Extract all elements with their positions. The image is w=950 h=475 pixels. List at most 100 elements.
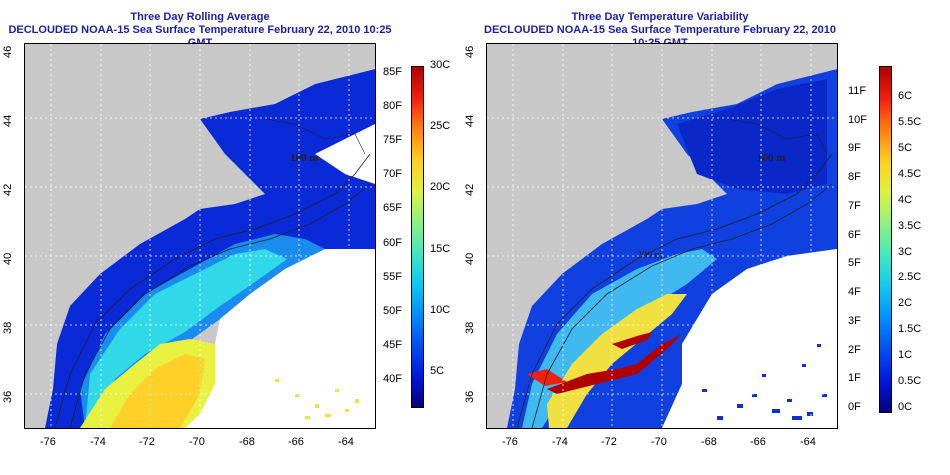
right-c-label: 5C bbox=[898, 141, 913, 154]
left-c-label: 30C bbox=[430, 59, 451, 71]
graticule bbox=[487, 44, 837, 428]
right-panel: Three Day Temperature Variability DECLOU… bbox=[464, 0, 950, 475]
lon-label--66: -66 bbox=[750, 436, 766, 448]
lon-label--66: -66 bbox=[288, 436, 304, 448]
no-data-region bbox=[662, 249, 837, 428]
variability-extreme-feature bbox=[547, 334, 682, 394]
ocean-mid-region bbox=[80, 234, 325, 428]
lon-label--64: -64 bbox=[338, 436, 354, 448]
lon-label--68: -68 bbox=[239, 436, 255, 448]
temperature-colorbar bbox=[411, 66, 424, 408]
variability-shelf bbox=[522, 249, 717, 428]
right-f-label: 10F bbox=[848, 113, 867, 126]
right-c-label: 2C bbox=[898, 297, 913, 310]
right-f-label: 3F bbox=[848, 314, 861, 327]
scattered-pixels bbox=[702, 344, 827, 420]
sst-average-map: 100 m bbox=[24, 43, 376, 429]
lon-label--70: -70 bbox=[651, 436, 667, 448]
right-f-label: 9F bbox=[848, 142, 861, 155]
lat-label-38: 38 bbox=[464, 321, 476, 334]
left-f-label: 65F bbox=[383, 202, 402, 215]
left-c-label: 10C bbox=[430, 303, 451, 316]
left-c-label: 25C bbox=[430, 120, 451, 133]
left-f-label: 75F bbox=[383, 134, 402, 147]
right-f-label: 7F bbox=[848, 199, 861, 212]
left-f-label: 40F bbox=[383, 373, 402, 385]
right-c-label: 0C bbox=[898, 401, 913, 413]
right-c-label: 3.5C bbox=[898, 219, 922, 232]
lat-label-46: 46 bbox=[2, 45, 14, 58]
ocean-shelf-edge bbox=[85, 249, 287, 428]
right-c-label: 2.5C bbox=[898, 271, 922, 284]
left-f-label: 45F bbox=[383, 338, 402, 351]
right-c-label: 4C bbox=[898, 193, 913, 206]
contour-200m bbox=[69, 183, 371, 428]
lat-label-40: 40 bbox=[464, 252, 476, 265]
lat-label-40: 40 bbox=[2, 252, 14, 265]
right-c-label: 3C bbox=[898, 245, 913, 258]
lon-label--74: -74 bbox=[90, 436, 106, 448]
left-f-label: 50F bbox=[383, 304, 402, 317]
lon-label--72: -72 bbox=[601, 436, 617, 448]
right-f-label: 4F bbox=[848, 286, 861, 299]
left-c-label: 20C bbox=[430, 181, 451, 194]
variability-extreme-core bbox=[612, 332, 652, 349]
lon-label--64: -64 bbox=[800, 436, 816, 448]
land-coast-us bbox=[487, 44, 687, 428]
right-c-label: 0.5C bbox=[898, 375, 922, 388]
right-f-label: 0F bbox=[848, 401, 861, 413]
right-title-line1: Three Day Temperature Variability bbox=[571, 11, 749, 23]
left-panel: Three Day Rolling Average DECLOUDED NOAA… bbox=[0, 0, 470, 475]
right-c-label: 5.5C bbox=[898, 115, 922, 128]
left-f-label: 55F bbox=[383, 270, 402, 283]
lat-label-42: 42 bbox=[2, 183, 14, 196]
lat-label-38: 38 bbox=[2, 321, 14, 334]
contour-label-100m: 100 m bbox=[290, 152, 318, 164]
lon-label--76: -76 bbox=[40, 436, 56, 448]
lon-label--68: -68 bbox=[701, 436, 717, 448]
right-f-label: 8F bbox=[848, 171, 861, 184]
sst-variability-map: 100 m 200 m bbox=[486, 43, 838, 429]
lat-label-44: 44 bbox=[2, 114, 14, 127]
land-cape-cod bbox=[635, 189, 672, 212]
right-f-label: 11F bbox=[848, 85, 867, 97]
left-c-label: 15C bbox=[430, 242, 451, 255]
graticule bbox=[25, 44, 375, 428]
land-cape-cod bbox=[173, 189, 210, 212]
right-f-label: 1F bbox=[848, 372, 861, 385]
lon-label--76: -76 bbox=[502, 436, 518, 448]
right-c-label: 6C bbox=[898, 90, 913, 102]
land-coast-us bbox=[25, 44, 225, 428]
land-nova-scotia bbox=[747, 44, 837, 94]
left-f-label: 80F bbox=[383, 100, 402, 113]
lat-label-44: 44 bbox=[464, 114, 476, 127]
left-c-label: 5C bbox=[430, 365, 445, 377]
lat-label-36: 36 bbox=[464, 390, 476, 403]
right-f-label: 5F bbox=[848, 257, 861, 270]
variability-colorbar bbox=[879, 66, 892, 413]
contour-gom bbox=[264, 118, 366, 155]
variability-low-north bbox=[677, 79, 827, 194]
right-c-label: 4.5C bbox=[898, 167, 922, 180]
lat-label-36: 36 bbox=[2, 390, 14, 403]
variability-mid-red bbox=[527, 369, 567, 386]
right-f-label: 6F bbox=[848, 228, 861, 241]
contour-label-100m: 100 m bbox=[757, 152, 785, 164]
land-nova-scotia bbox=[285, 44, 375, 94]
scattered-pixels bbox=[275, 379, 359, 419]
contour-gom bbox=[726, 118, 828, 155]
lon-label--72: -72 bbox=[139, 436, 155, 448]
left-title-line1: Three Day Rolling Average bbox=[130, 11, 270, 23]
left-f-label: 60F bbox=[383, 236, 402, 249]
variability-high-band bbox=[547, 294, 687, 428]
no-data-region-north bbox=[315, 124, 375, 184]
gulfstream-core bbox=[110, 354, 205, 428]
right-c-label: 1.5C bbox=[898, 323, 922, 336]
left-f-label: 70F bbox=[383, 168, 402, 181]
right-f-label: 2F bbox=[848, 343, 861, 356]
lat-label-42: 42 bbox=[464, 183, 476, 196]
no-data-region bbox=[185, 249, 375, 428]
lon-label--74: -74 bbox=[552, 436, 568, 448]
left-f-label: 85F bbox=[383, 66, 402, 78]
contour-label-200m: 200 m bbox=[637, 250, 663, 261]
